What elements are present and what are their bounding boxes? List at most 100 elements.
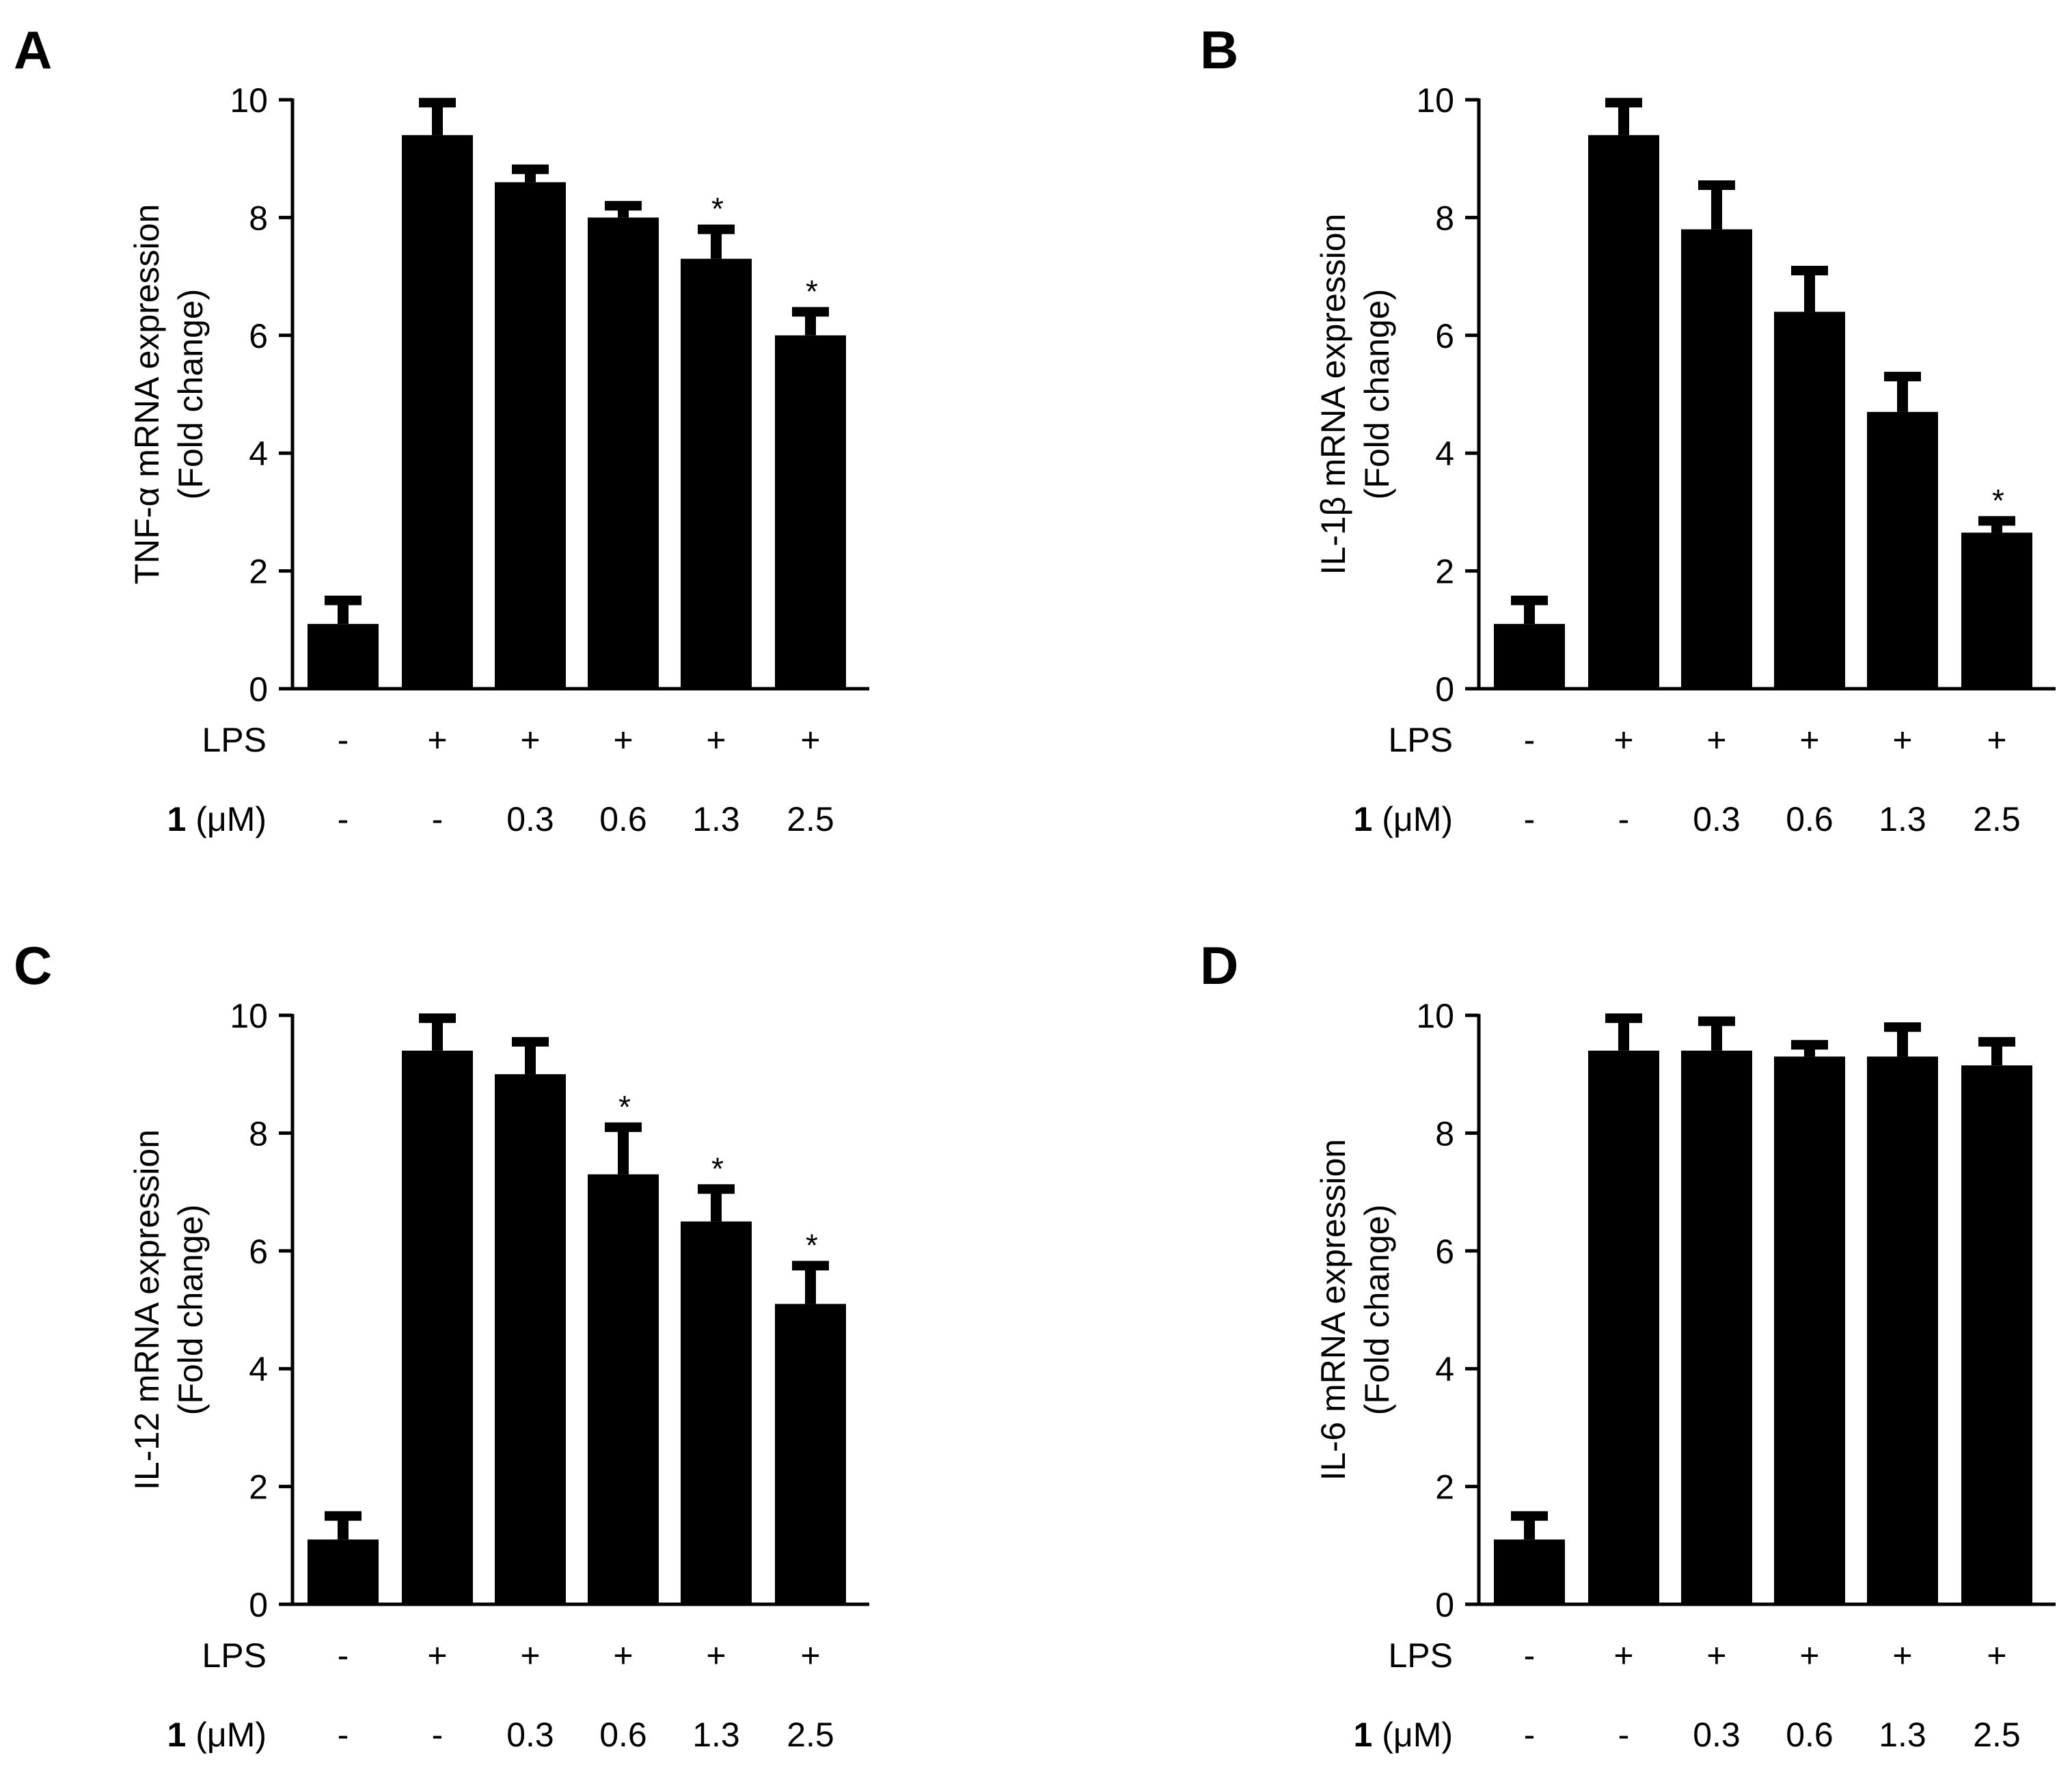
panel-b-letter: B: [1200, 20, 1238, 80]
panel-d-ylabel-line: IL-6 mRNA expression: [1314, 1139, 1352, 1481]
panel-b-ytick-label: 4: [1435, 435, 1454, 473]
panel-c-compound-value: 0.6: [599, 1716, 647, 1754]
panel-b-lps-label: LPS: [1388, 721, 1453, 759]
panel-d-bar: [1867, 1056, 1938, 1604]
panel-d: D 0 2 4 6 8 10 IL-6 mRNA expression (Fold change…: [1200, 935, 2056, 1754]
panel-a-significance-star: *: [806, 273, 818, 309]
panel-c-ytick-label: 6: [249, 1233, 268, 1271]
panel-b-ytick-label: 10: [1416, 81, 1454, 120]
panel-c-ylabel: IL-12 mRNA expression (Fold change): [128, 1129, 210, 1490]
panel-a-compound-value: -: [432, 800, 444, 838]
panel-a-lps-value: +: [800, 721, 820, 759]
panel-a-bar: [681, 258, 752, 689]
panel-d-ytick-label: 2: [1435, 1468, 1454, 1507]
panel-d-compound-value: 0.3: [1693, 1716, 1741, 1754]
panel-d-ylabel-line: (Fold change): [1358, 1205, 1396, 1416]
panel-c-lps-value: +: [427, 1636, 447, 1675]
panel-d-lps-value: +: [1799, 1636, 1819, 1675]
panel-a-ytick-label: 2: [249, 553, 268, 591]
panel-c-letter: C: [14, 935, 52, 996]
panel-b-lps-value: +: [1799, 721, 1819, 759]
panel-b-lps-value: +: [1706, 721, 1726, 759]
panel-b-bar: [1681, 229, 1752, 689]
panel-b-significance-star: *: [1992, 482, 2004, 518]
panel-c-lps-value: +: [613, 1636, 633, 1675]
panel-a-significance-star: *: [711, 191, 724, 227]
panel-c-compound-value: -: [432, 1716, 444, 1754]
panel-d-bar: [1774, 1056, 1845, 1604]
panel-c-lps-value: +: [706, 1636, 726, 1675]
panel-b-bar: [1588, 135, 1659, 689]
panel-d-bar: [1961, 1065, 2032, 1604]
panel-a-ytick-label: 8: [249, 199, 268, 237]
panel-b-lps-value: +: [1892, 721, 1912, 759]
panel-b-bar: [1774, 312, 1845, 689]
panel-b-lps-value: -: [1524, 721, 1536, 759]
panel-a-compound-value: 1.3: [692, 800, 740, 838]
panel-a-lps-label: LPS: [202, 721, 267, 759]
panel-c-bar: [681, 1221, 752, 1604]
panel-d-lps-value: +: [1987, 1636, 2006, 1675]
panel-c-lps-value: -: [338, 1636, 349, 1675]
panel-a: A 0 2 4 6 8 10 TNF-α mRNA expression (Fold chang…: [14, 20, 869, 838]
panel-c-lps-label: LPS: [202, 1636, 267, 1675]
panel-c-compound-value: -: [338, 1716, 349, 1754]
panel-d-letter: D: [1200, 935, 1238, 996]
panel-b-lps-value: +: [1987, 721, 2006, 759]
panel-a-ylabel: TNF-α mRNA expression (Fold change): [128, 204, 210, 585]
panel-a-lps-value: -: [338, 721, 349, 759]
panel-c-bar: [588, 1174, 659, 1604]
panel-c-bar: [495, 1074, 566, 1604]
panel-c-compound-value: 2.5: [787, 1716, 834, 1754]
panel-a-compound-value: 0.3: [506, 800, 554, 838]
panel-b-compound-unit: (μM): [1372, 800, 1453, 838]
panel-c-ytick-label: 10: [230, 997, 268, 1035]
panel-d-lps-value: +: [1613, 1636, 1633, 1675]
panel-a-compound-number: 1: [167, 800, 187, 838]
panel-c-ytick-label: 4: [249, 1350, 268, 1388]
panel-d-bar: [1681, 1050, 1752, 1604]
panel-c-compound-label: 1 (μM): [167, 1716, 267, 1754]
panel-d-ytick-label: 4: [1435, 1350, 1454, 1388]
panel-d-ytick-label: 6: [1435, 1233, 1454, 1271]
panel-c-ytick-label: 0: [249, 1586, 268, 1624]
panel-a-compound-value: -: [338, 800, 349, 838]
panel-c-bar: [775, 1304, 846, 1604]
panel-c-bar: [308, 1539, 379, 1604]
panel-a-lps-value: +: [613, 721, 633, 759]
panel-c: C 0 2 4 6 8 10 IL-12 mRNA expression (Fold chang…: [14, 935, 869, 1754]
panel-b-ytick-label: 0: [1435, 670, 1454, 709]
panel-c-significance-star: *: [806, 1227, 818, 1263]
panel-c-ylabel-line: IL-12 mRNA expression: [128, 1129, 166, 1490]
panel-d-bar: [1588, 1050, 1659, 1604]
panel-b-compound-value: -: [1618, 800, 1630, 838]
panel-b-compound-value: 0.3: [1693, 800, 1741, 838]
panel-d-lps-value: +: [1706, 1636, 1726, 1675]
panel-c-significance-star: *: [711, 1151, 724, 1186]
panel-b-ylabel-line: IL-1β mRNA expression: [1314, 214, 1352, 575]
panel-d-bar: [1494, 1539, 1565, 1604]
panel-a-ytick-label: 6: [249, 317, 268, 355]
panel-a-ytick-label: 10: [230, 81, 268, 120]
panel-a-bar: [495, 182, 566, 689]
panel-d-compound-value: 1.3: [1879, 1716, 1926, 1754]
panel-d-ytick-label: 8: [1435, 1114, 1454, 1153]
panel-a-lps-value: +: [520, 721, 540, 759]
panel-a-ylabel-line: (Fold change): [172, 289, 210, 500]
panel-d-compound-unit: (μM): [1372, 1716, 1453, 1754]
panel-c-compound-value: 1.3: [692, 1716, 740, 1754]
panel-b-ylabel: IL-1β mRNA expression (Fold change): [1314, 214, 1396, 575]
panel-a-compound-value: 2.5: [787, 800, 834, 838]
panel-b-compound-value: 1.3: [1879, 800, 1926, 838]
panel-b-bar: [1867, 411, 1938, 689]
panel-c-compound-number: 1: [167, 1716, 187, 1754]
panel-b-bar: [1961, 532, 2032, 689]
panel-a-lps-value: +: [706, 721, 726, 759]
panel-b-compound-value: 2.5: [1973, 800, 2021, 838]
panel-b-lps-value: +: [1613, 721, 1633, 759]
panel-d-compound-value: 2.5: [1973, 1716, 2021, 1754]
panel-c-significance-star: *: [618, 1089, 631, 1125]
panel-a-bar: [775, 335, 846, 689]
panel-a-compound-label: 1 (μM): [167, 800, 267, 838]
